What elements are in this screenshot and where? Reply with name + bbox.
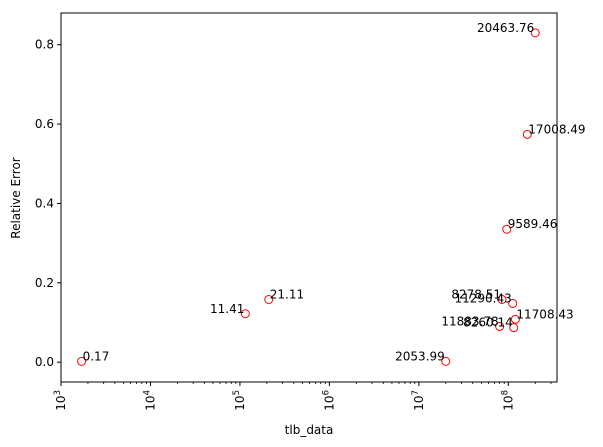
x-tick-exponent: 8 — [500, 390, 510, 395]
data-point-label: 9589.46 — [508, 217, 558, 231]
x-tick-label: 104 — [142, 390, 157, 411]
x-tick-exponent: 6 — [321, 390, 331, 395]
x-tick-base: 10 — [412, 395, 426, 410]
data-point — [495, 321, 505, 331]
data-point-label: 11.41 — [210, 302, 244, 316]
data-point — [502, 224, 512, 234]
data-point — [522, 129, 532, 139]
x-tick-label: 108 — [500, 390, 515, 411]
data-point — [509, 323, 519, 333]
point-labels-layer: 0.17 11.41 21.11 2053.99 11883.78 8278.51 9589… — [83, 21, 586, 364]
x-tick-label-text: 103 — [53, 390, 68, 411]
y-tick-label: 0.6 — [35, 117, 54, 131]
x-tick-base: 10 — [501, 395, 515, 410]
x-tick-exponent: 3 — [53, 390, 63, 395]
data-point — [510, 314, 520, 324]
x-tick-label-text: 106 — [321, 390, 336, 411]
marks-layer — [77, 28, 540, 366]
data-point — [497, 294, 507, 304]
data-point — [508, 298, 518, 308]
x-tick-exponent: 4 — [142, 390, 152, 395]
x-tick-base: 10 — [54, 395, 68, 410]
x-tick-label: 105 — [232, 390, 247, 411]
data-point-label: 8260.14 — [463, 316, 513, 330]
x-tick-label-text: 108 — [500, 390, 515, 411]
x-tick-label: 106 — [321, 390, 336, 411]
x-tick-base: 10 — [143, 395, 157, 410]
y-tick-label: 0.0 — [35, 355, 54, 369]
data-point-label: 21.11 — [270, 287, 304, 301]
data-point-label: 11708.43 — [516, 307, 573, 321]
y-tick-label: 0.8 — [35, 38, 54, 52]
plot-frame — [60, 12, 558, 383]
data-point — [240, 309, 250, 319]
y-axis-label: Relative Error — [9, 157, 23, 239]
data-point-label: 20463.76 — [477, 21, 534, 35]
data-point — [530, 28, 540, 38]
x-tick-base: 10 — [233, 395, 247, 410]
data-point-label: 11290.43 — [454, 291, 511, 305]
y-tick-label: 0.2 — [35, 276, 54, 290]
data-point-label: 2053.99 — [395, 349, 445, 363]
data-point-label: 11883.78 — [441, 314, 498, 328]
data-point — [441, 356, 451, 366]
x-tick-exponent: 5 — [232, 390, 242, 395]
x-tick-label: 107 — [411, 390, 426, 411]
x-tick-label-text: 107 — [411, 390, 426, 411]
data-point-label: 0.17 — [83, 349, 110, 363]
x-tick-label-text: 104 — [142, 390, 157, 411]
x-tick-exponent: 7 — [411, 390, 421, 395]
data-point — [264, 294, 274, 304]
data-point — [77, 356, 87, 366]
x-tick-label-text: 105 — [232, 390, 247, 411]
y-tick-label: 0.4 — [35, 196, 54, 210]
data-point-label: 8278.51 — [451, 287, 501, 301]
x-axis-label: tlb_data — [285, 423, 334, 437]
x-tick-label: 103 — [53, 390, 68, 411]
x-tick-base: 10 — [322, 395, 336, 410]
